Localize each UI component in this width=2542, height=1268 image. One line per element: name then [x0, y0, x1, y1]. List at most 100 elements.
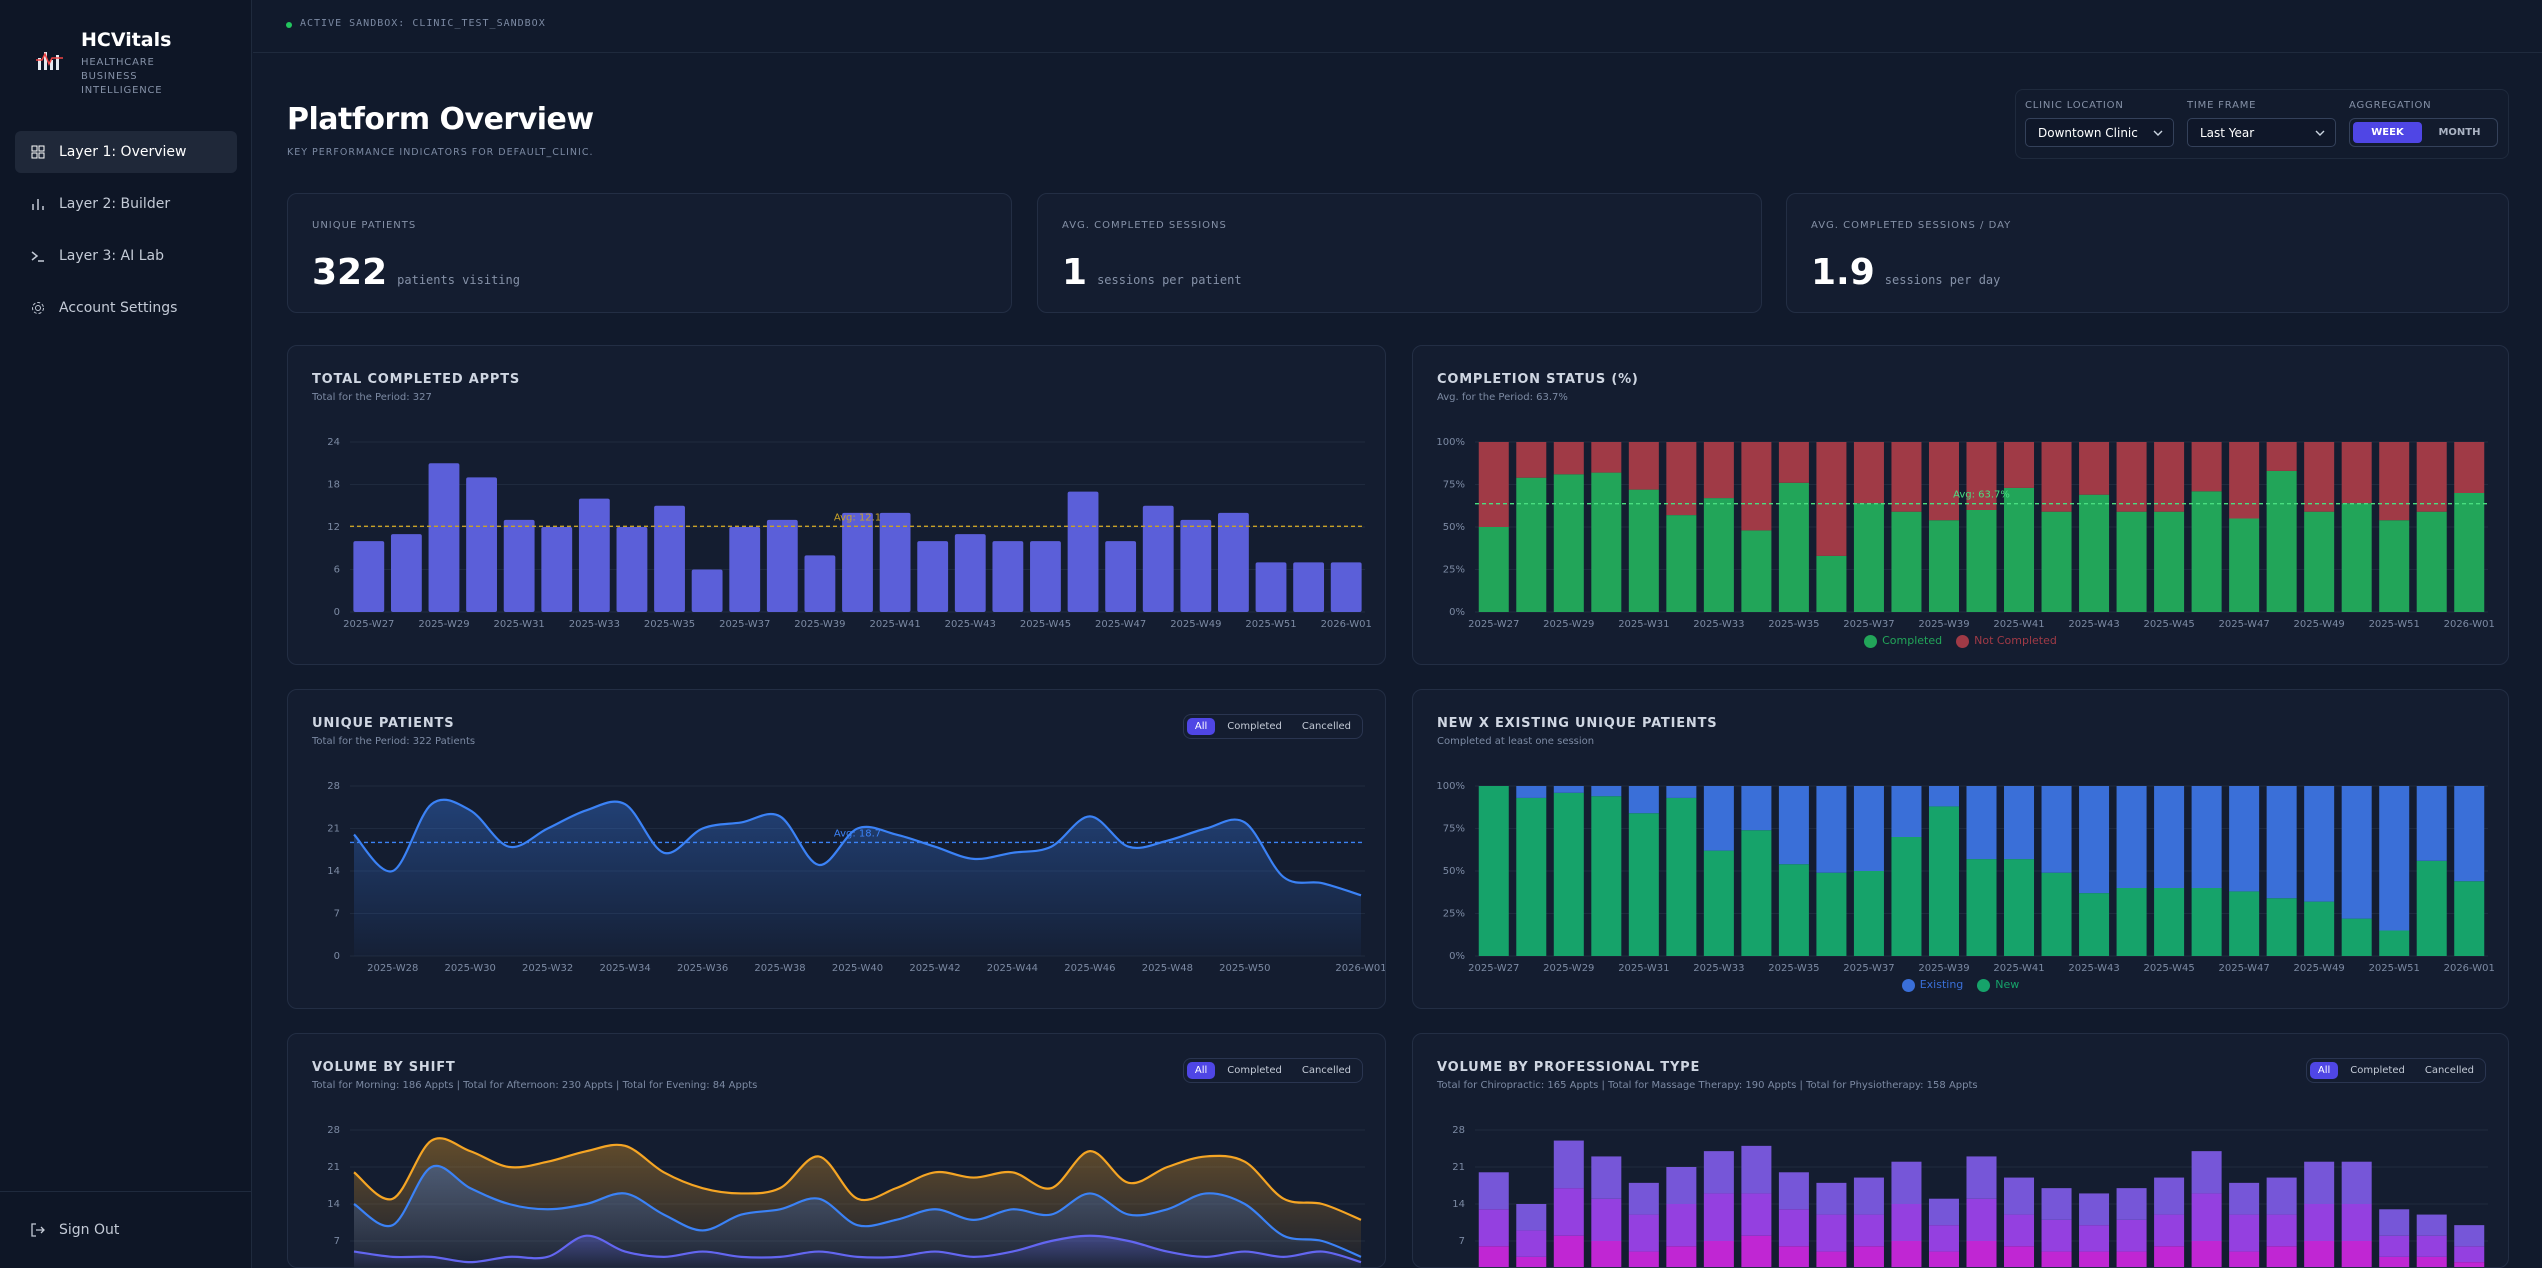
- page-title: Platform Overview: [287, 102, 594, 137]
- toggle-button[interactable]: Completed: [2350, 1065, 2405, 1076]
- bar: [541, 527, 573, 612]
- filter-label: CLINIC LOCATION: [2025, 100, 2124, 111]
- nav-item[interactable]: Layer 1: Overview: [15, 131, 237, 173]
- nav-item[interactable]: Account Settings: [15, 287, 237, 329]
- y-tick-label: 7: [334, 909, 340, 920]
- toggle-button[interactable]: Cancelled: [1301, 721, 1351, 732]
- bar-segment: [1853, 1177, 1884, 1215]
- bar-segment: [1703, 786, 1734, 851]
- chart-plot: 7 14 21 28: [1452, 1125, 2488, 1267]
- chart-subtitle: Completed at least one session: [1437, 736, 1595, 747]
- chart-title: NEW X EXISTING UNIQUE PATIENTS: [1437, 716, 1718, 731]
- nav-icon: [31, 251, 44, 262]
- y-tick-label: 28: [327, 1125, 340, 1136]
- bar-segment: [1591, 472, 1622, 612]
- aggregation-option[interactable]: WEEK: [2353, 122, 2422, 143]
- x-tick-label: 2025-W41: [1993, 963, 2044, 974]
- x-tick-label: 2025-W30: [445, 963, 496, 974]
- sidebar: HCVitals HEALTHCARE BUSINESS INTELLIGENC…: [0, 0, 252, 1268]
- bar-segment: [1816, 786, 1847, 873]
- bar: [654, 505, 685, 612]
- bar-segment: [1741, 1145, 1772, 1194]
- nav-label: Layer 1: Overview: [59, 144, 187, 160]
- chart-subtitle: Total for the Period: 327: [312, 392, 432, 403]
- chevron: [2315, 130, 2325, 136]
- bar-segment: [2304, 442, 2335, 512]
- bar: [390, 534, 422, 612]
- legend-item[interactable]: Not Completed: [1956, 634, 2057, 648]
- bar-segment: [2454, 881, 2485, 956]
- bar-segment: [1591, 442, 1622, 473]
- sign-out[interactable]: Sign Out: [15, 1209, 237, 1251]
- legend-item[interactable]: Existing: [1901, 978, 1964, 992]
- toggle-button[interactable]: Cancelled: [1301, 1065, 1351, 1076]
- y-tick-label: 7: [334, 1236, 340, 1247]
- bar-segment: [1666, 1167, 1697, 1204]
- bar-segment: [1553, 442, 1584, 475]
- aggregation-option[interactable]: MONTH: [2438, 127, 2481, 138]
- filter-label: AGGREGATION: [2349, 100, 2432, 111]
- page-subtitle: KEY PERFORMANCE INDICATORS FOR DEFAULT_C…: [287, 147, 594, 158]
- bar-segment: [2079, 893, 2110, 956]
- toggle-button[interactable]: Completed: [1227, 1065, 1282, 1076]
- bar-segment: [1891, 786, 1922, 837]
- bar-segment: [1516, 786, 1547, 798]
- chart-card: 0% 25% 50% 75% 100% 2025-W27 2025-W29 2025-W31 2…: [1412, 345, 2509, 665]
- bar-segment: [2004, 1177, 2035, 1215]
- chart-subtitle: Total for Morning: 186 Appts | Total for…: [312, 1080, 758, 1091]
- bar-segment: [1816, 872, 1847, 956]
- x-tick-label: 2025-W42: [909, 963, 960, 974]
- toggle-button[interactable]: All: [2309, 1062, 2339, 1079]
- location-select[interactable]: Downtown Clinic: [2025, 118, 2174, 147]
- nav-label: Account Settings: [59, 300, 178, 316]
- toggle-button[interactable]: All: [1186, 718, 1216, 735]
- x-tick-label: 2025-W40: [832, 963, 883, 974]
- x-tick-label: 2025-W27: [1468, 963, 1519, 974]
- x-tick-label: 2025-W32: [522, 963, 573, 974]
- bar-segment: [2416, 442, 2447, 512]
- y-tick-label: 21: [327, 1162, 340, 1173]
- timeframe-select[interactable]: Last Year: [2187, 118, 2336, 147]
- toggle-button[interactable]: Cancelled: [2424, 1065, 2474, 1076]
- legend-item[interactable]: Completed: [1864, 634, 1942, 648]
- bar-segment: [2229, 442, 2260, 519]
- bar-segment: [2079, 786, 2110, 894]
- average-label: Avg: 18.7: [834, 828, 881, 839]
- kpi-card: AVG. COMPLETED SESSIONS / DAY 1.9 sessions…: [1786, 193, 2509, 313]
- bar: [691, 569, 723, 612]
- y-tick-label: 21: [327, 824, 340, 835]
- legend-item[interactable]: New: [1977, 978, 2019, 992]
- bar-segment: [1853, 442, 1884, 504]
- bar: [503, 519, 535, 612]
- kpi-value-row: 1 sessions per patient: [1062, 252, 1242, 293]
- bar-segment: [1778, 1246, 1809, 1267]
- bar: [1255, 562, 1287, 612]
- bar-segment: [1703, 498, 1734, 612]
- legend-label: Existing: [1919, 978, 1964, 991]
- bar: [1330, 562, 1362, 612]
- nav-item[interactable]: Layer 2: Builder: [15, 183, 237, 225]
- toggle-group: All Completed Cancelled: [1182, 1058, 1363, 1083]
- bar-segment: [2304, 786, 2335, 902]
- chart-title: TOTAL COMPLETED APPTS: [312, 372, 521, 387]
- bar-segment: [2004, 1246, 2035, 1267]
- legend-swatch: [1977, 978, 1991, 992]
- bar-segment: [2004, 442, 2035, 488]
- bar-segment: [1516, 1256, 1547, 1267]
- bar: [578, 498, 610, 612]
- toggle-button[interactable]: All: [1186, 1062, 1216, 1079]
- bar: [1142, 505, 1174, 612]
- chart-card: 0 7 14 21 28 2025-W28 2025-W30 2025-W32 2025-W34…: [287, 689, 1386, 1009]
- x-tick-label: 2025-W48: [1142, 963, 1193, 974]
- bar-segment: [1628, 1251, 1659, 1267]
- bar: [1067, 491, 1099, 612]
- bar-segment: [2229, 518, 2260, 612]
- x-tick-label: 2025-W35: [1768, 963, 1819, 974]
- x-tick-label: 2025-W50: [1219, 963, 1270, 974]
- y-tick-label: 14: [327, 1199, 340, 1210]
- bar: [428, 463, 460, 612]
- bar-segment: [1666, 797, 1697, 956]
- nav-item[interactable]: Layer 3: AI Lab: [15, 235, 237, 277]
- bar-segment: [1478, 527, 1509, 612]
- toggle-button[interactable]: Completed: [1227, 721, 1282, 732]
